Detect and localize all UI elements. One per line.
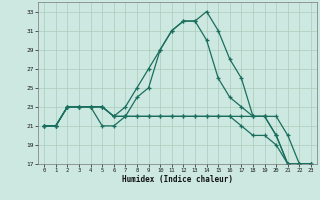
- X-axis label: Humidex (Indice chaleur): Humidex (Indice chaleur): [122, 175, 233, 184]
